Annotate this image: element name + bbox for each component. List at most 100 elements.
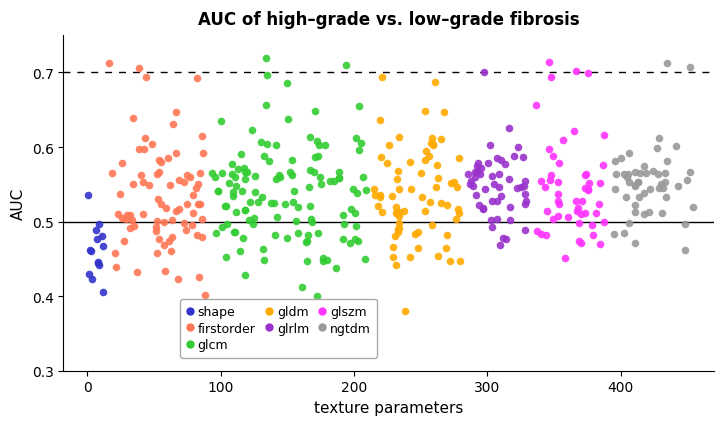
Point bbox=[392, 229, 403, 236]
Point bbox=[376, 75, 388, 81]
Point bbox=[258, 153, 270, 160]
Point bbox=[353, 104, 365, 110]
Point bbox=[349, 236, 360, 243]
Point bbox=[344, 240, 356, 247]
Point bbox=[173, 206, 185, 213]
Point bbox=[544, 172, 556, 178]
Point bbox=[391, 262, 402, 268]
Point bbox=[163, 238, 175, 245]
Point bbox=[241, 169, 253, 176]
Point bbox=[303, 184, 315, 191]
Point bbox=[301, 238, 312, 245]
Point bbox=[199, 292, 210, 299]
Point bbox=[227, 189, 239, 196]
Point bbox=[239, 207, 251, 214]
Point bbox=[670, 143, 681, 150]
Point bbox=[304, 203, 315, 210]
Point bbox=[170, 150, 182, 157]
Point bbox=[478, 69, 490, 76]
Point bbox=[552, 191, 564, 198]
Point bbox=[482, 161, 494, 167]
Point bbox=[166, 217, 178, 224]
Point bbox=[318, 255, 329, 262]
Point bbox=[313, 142, 325, 149]
Point bbox=[239, 207, 251, 214]
Point bbox=[375, 192, 386, 199]
Point bbox=[197, 150, 209, 157]
Point bbox=[255, 139, 267, 146]
Point bbox=[159, 268, 170, 274]
Point bbox=[381, 160, 393, 167]
Point bbox=[263, 158, 275, 164]
Point bbox=[484, 142, 496, 149]
Point bbox=[552, 213, 563, 220]
Point bbox=[120, 216, 132, 223]
Point bbox=[227, 171, 239, 178]
Point bbox=[138, 147, 150, 153]
Point bbox=[85, 247, 96, 254]
Point bbox=[158, 219, 170, 226]
Point bbox=[684, 170, 695, 176]
Point bbox=[118, 238, 130, 245]
Point bbox=[583, 180, 594, 187]
Point bbox=[597, 162, 608, 169]
Point bbox=[531, 228, 543, 235]
Point bbox=[644, 187, 655, 193]
Point bbox=[304, 167, 316, 174]
Point bbox=[497, 236, 508, 242]
Point bbox=[629, 183, 641, 190]
Point bbox=[321, 257, 333, 264]
Point bbox=[193, 201, 204, 207]
Point bbox=[582, 187, 594, 194]
Point bbox=[404, 159, 415, 166]
Point bbox=[539, 184, 551, 191]
Point bbox=[426, 136, 437, 143]
Point bbox=[124, 212, 136, 219]
Point bbox=[226, 161, 238, 168]
Point bbox=[334, 175, 345, 181]
Point bbox=[452, 206, 464, 213]
Point bbox=[444, 258, 456, 265]
Point bbox=[581, 187, 593, 193]
Point bbox=[210, 174, 221, 181]
Point bbox=[114, 191, 125, 198]
Point bbox=[552, 199, 564, 205]
Point bbox=[265, 200, 277, 207]
Point bbox=[297, 284, 308, 291]
Point bbox=[181, 173, 193, 179]
Point bbox=[244, 199, 255, 206]
Point bbox=[288, 188, 299, 195]
Point bbox=[455, 258, 466, 265]
Point bbox=[427, 142, 439, 149]
Point bbox=[653, 135, 665, 142]
Point bbox=[643, 209, 655, 216]
Point bbox=[621, 175, 633, 181]
Point bbox=[579, 185, 590, 192]
Point bbox=[110, 264, 122, 271]
Point bbox=[360, 187, 372, 194]
Point bbox=[235, 151, 247, 158]
Point bbox=[206, 170, 218, 177]
Point bbox=[387, 245, 399, 251]
Point bbox=[519, 201, 531, 208]
Point bbox=[653, 185, 665, 192]
Point bbox=[634, 170, 646, 177]
Point bbox=[609, 187, 621, 193]
Point bbox=[558, 138, 569, 144]
Point bbox=[493, 171, 505, 178]
Point bbox=[629, 202, 641, 209]
Point bbox=[470, 174, 481, 181]
Point bbox=[469, 170, 481, 176]
Point bbox=[94, 221, 105, 228]
Point bbox=[153, 236, 165, 242]
Point bbox=[661, 158, 673, 165]
Point bbox=[495, 157, 507, 164]
Point bbox=[268, 200, 280, 207]
Legend: shape, firstorder, glcm, gldm, glrlm, glszm, ngtdm: shape, firstorder, glcm, gldm, glrlm, gl… bbox=[181, 299, 378, 358]
Point bbox=[374, 117, 386, 124]
Point bbox=[334, 170, 345, 176]
Point bbox=[389, 233, 401, 240]
Point bbox=[547, 154, 558, 161]
Point bbox=[97, 243, 109, 250]
Point bbox=[435, 136, 447, 143]
